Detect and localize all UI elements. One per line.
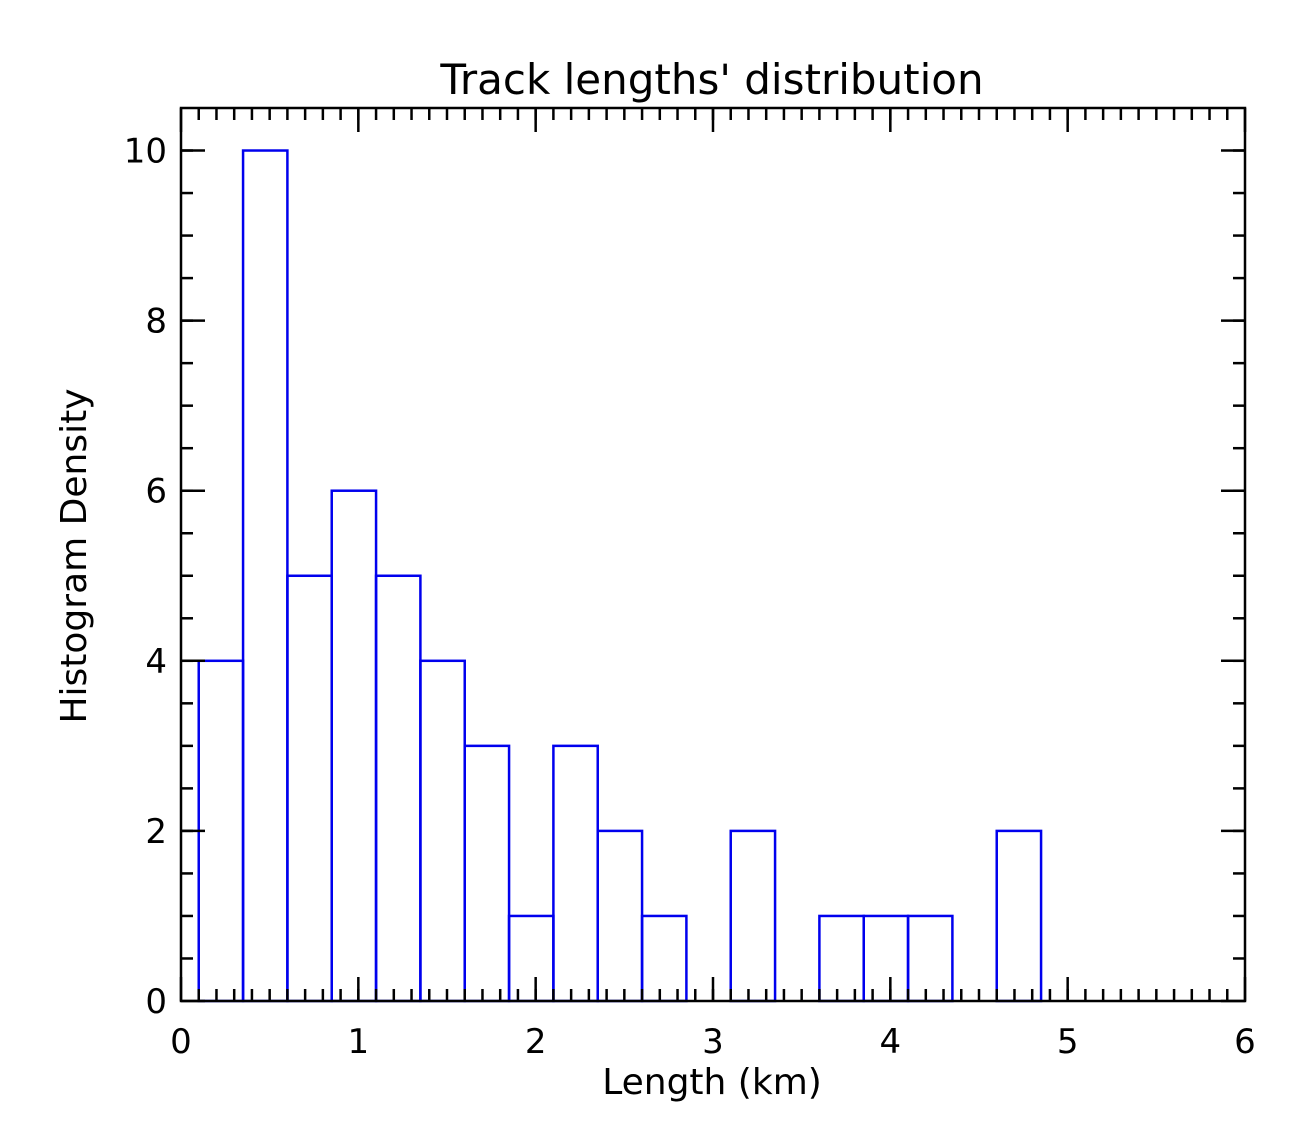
axis-ticks bbox=[179, 108, 1247, 1003]
histogram-bar-5 bbox=[419, 659, 466, 1003]
histogram-bars bbox=[197, 149, 1043, 1003]
histogram-bar-10 bbox=[640, 914, 688, 1003]
histogram-bar-7 bbox=[507, 914, 555, 1003]
chart-title: Track lengths' distribution bbox=[439, 55, 983, 104]
histogram-bar-6 bbox=[463, 744, 511, 1003]
y-tick-label: 4 bbox=[145, 642, 167, 682]
x-tick-label: 0 bbox=[170, 1022, 192, 1062]
x-axis-label: Length (km) bbox=[602, 1062, 822, 1103]
x-tick-label: 3 bbox=[702, 1022, 724, 1062]
y-tick-labels: 0 2 4 6 8 10 bbox=[124, 132, 167, 1022]
y-tick-label: 2 bbox=[145, 812, 167, 852]
histogram-bar-1 bbox=[241, 149, 289, 1003]
x-tick-label: 5 bbox=[1057, 1022, 1079, 1062]
x-tick-label: 6 bbox=[1234, 1022, 1256, 1062]
y-tick-label: 10 bbox=[124, 132, 167, 172]
y-tick-label: 0 bbox=[145, 982, 167, 1022]
histogram-bar-8 bbox=[552, 744, 599, 1003]
histogram-bar-4 bbox=[374, 574, 422, 1003]
x-tick-label: 2 bbox=[525, 1022, 547, 1062]
x-tick-labels: 0 1 2 3 4 5 6 bbox=[170, 1022, 1256, 1062]
histogram-bar-15 bbox=[862, 914, 910, 1003]
histogram-bar-14 bbox=[818, 914, 865, 1003]
histogram-bar-9 bbox=[596, 829, 644, 1003]
y-tick-label: 6 bbox=[145, 472, 167, 512]
histogram-bar-16 bbox=[906, 914, 954, 1003]
y-axis-label: Histogram Density bbox=[54, 388, 95, 723]
x-tick-label: 1 bbox=[348, 1022, 370, 1062]
histogram-bar-3 bbox=[330, 489, 378, 1003]
y-tick-label: 8 bbox=[145, 302, 167, 342]
histogram-bar-2 bbox=[286, 574, 333, 1003]
histogram-bar-18 bbox=[995, 829, 1043, 1003]
histogram-bar-0 bbox=[197, 659, 245, 1003]
plot-frame bbox=[179, 106, 1247, 1003]
x-tick-label: 4 bbox=[880, 1022, 902, 1062]
histogram-bar-12 bbox=[729, 829, 777, 1003]
